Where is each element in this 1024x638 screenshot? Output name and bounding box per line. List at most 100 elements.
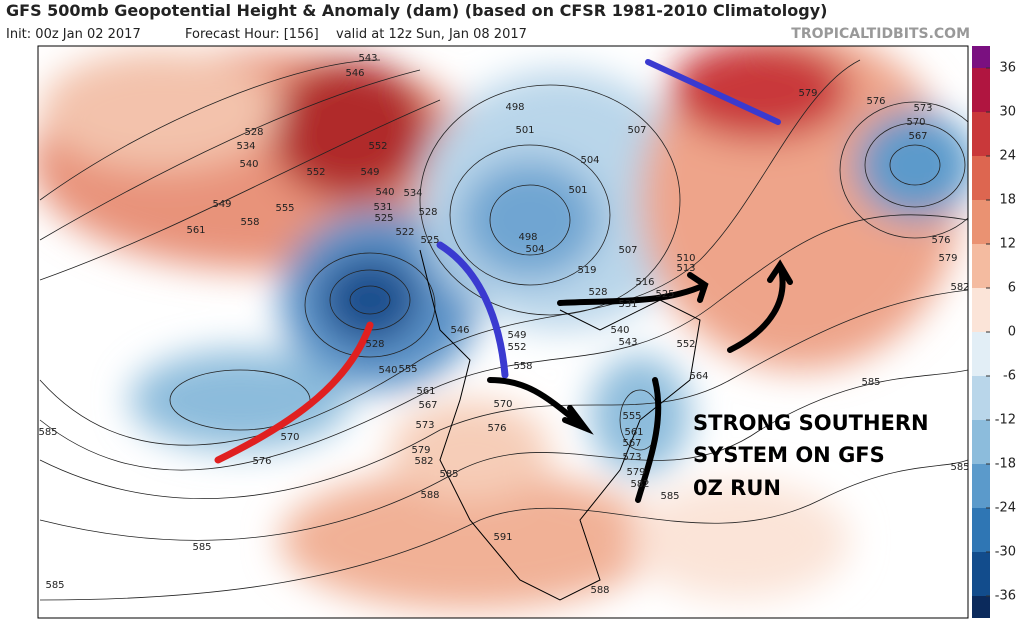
- colorbar-tick-label: 36: [999, 61, 1016, 76]
- contour-label: 573: [622, 452, 641, 463]
- contour-label: 531: [618, 299, 637, 310]
- colorbar-tick-label: 30: [999, 105, 1016, 120]
- contour-label: 546: [345, 68, 364, 79]
- contour-label: 528: [365, 339, 384, 350]
- colorbar-tick-label: 12: [999, 237, 1016, 252]
- blue-ridge-marker: [645, 59, 781, 125]
- annotation-line: SYSTEM ON GFS: [693, 443, 885, 467]
- contour-label: 540: [378, 365, 397, 376]
- colorbar-tick-label: -24: [995, 501, 1016, 516]
- contour-label: 522: [395, 227, 414, 238]
- contour-label: 549: [212, 199, 231, 210]
- contour-label: 501: [515, 125, 534, 136]
- colorbar-tick-label: -18: [995, 457, 1016, 472]
- colorbar-tick-label: -36: [995, 589, 1016, 604]
- valid-time: valid at 12z Sun, Jan 08 2017: [336, 27, 527, 42]
- contour-label: 555: [622, 411, 641, 422]
- colorbar-bin: [972, 420, 990, 464]
- map-frame: [37, 45, 969, 619]
- contour-label: 555: [398, 364, 417, 375]
- contour-label: 504: [580, 155, 599, 166]
- colorbar: 36 30 24 18 12 6 0 -6 -12 -18 -24 -30 -36: [972, 46, 1016, 618]
- contour-label: 504: [525, 244, 544, 255]
- contour-label: 540: [239, 159, 258, 170]
- contour-label: 555: [275, 203, 294, 214]
- contour-label: 576: [931, 235, 950, 246]
- contour-label: 528: [588, 287, 607, 298]
- contour-label: 561: [416, 386, 435, 397]
- contour-label: 579: [938, 253, 957, 264]
- contour-label: 567: [622, 438, 641, 449]
- contour-label: 552: [306, 167, 325, 178]
- contour-label: 567: [418, 400, 437, 411]
- title: GFS 500mb Geopotential Height & Anomaly …: [6, 1, 827, 20]
- red-trough-marker: [214, 321, 374, 464]
- contour-label: 516: [635, 277, 654, 288]
- contour-label: 552: [507, 342, 526, 353]
- height-contours: [39, 59, 968, 601]
- contour-label: 585: [192, 542, 211, 553]
- contour-label: 564: [689, 371, 708, 382]
- contour-label: 540: [375, 187, 394, 198]
- contour-label: 534: [236, 141, 255, 152]
- colorbar-tick-label: -6: [1003, 369, 1016, 384]
- contour-label: 570: [280, 432, 299, 443]
- contour-label: 570: [493, 399, 512, 410]
- colorbar-bin: [972, 112, 990, 156]
- contour-label: 585: [439, 469, 458, 480]
- contour-label: 585: [861, 377, 880, 388]
- colorbar-bin: [972, 156, 990, 200]
- contour-label: 582: [414, 456, 433, 467]
- motion-arrows: [487, 259, 793, 503]
- contour-label: 579: [626, 467, 645, 478]
- contour-label: 573: [415, 420, 434, 431]
- contour-label: 507: [618, 245, 637, 256]
- contour-label: 498: [505, 102, 524, 113]
- colorbar-bin: [972, 376, 990, 420]
- contour-label: 510: [676, 253, 695, 264]
- contour-label: 498: [518, 232, 537, 243]
- colorbar-bin: [972, 244, 990, 288]
- annotation-line: 0Z RUN: [693, 476, 781, 500]
- colorbar-bin: [972, 552, 990, 596]
- contour-label: 588: [590, 585, 609, 596]
- contour-label: 579: [411, 445, 430, 456]
- contour-label: 588: [420, 490, 439, 501]
- contour-label: 558: [240, 217, 259, 228]
- colorbar-bin: [972, 200, 990, 244]
- contour-label: 543: [358, 53, 377, 64]
- colorbar-bin: [972, 332, 990, 376]
- contour-label: 531: [373, 202, 392, 213]
- contour-label: 576: [252, 456, 271, 467]
- contour-label: 573: [913, 103, 932, 114]
- colorbar-bin: [972, 464, 990, 508]
- contour-label: 549: [507, 330, 526, 341]
- contour-label: 507: [627, 125, 646, 136]
- contour-label: 528: [418, 207, 437, 218]
- colorbar-bin: [972, 68, 990, 112]
- contour-label: 543: [618, 337, 637, 348]
- contour-label: 552: [676, 339, 695, 350]
- colorbar-extension: [972, 46, 990, 68]
- contour-label: 576: [487, 423, 506, 434]
- contour-label: 513: [676, 263, 695, 274]
- contour-label: 561: [624, 427, 643, 438]
- contour-label: 546: [450, 325, 469, 336]
- forecast-hour: Forecast Hour: [156]: [185, 27, 319, 42]
- contour-label: 570: [906, 117, 925, 128]
- contour-label: 525: [374, 213, 393, 224]
- contour-label: 579: [798, 88, 817, 99]
- contour-label: 540: [610, 325, 629, 336]
- contour-label: 558: [513, 361, 532, 372]
- contour-label: 585: [45, 580, 64, 591]
- contour-label: 549: [360, 167, 379, 178]
- contour-label: 585: [660, 491, 679, 502]
- annotation: STRONG SOUTHERN SYSTEM ON GFS 0Z RUN: [693, 411, 929, 500]
- blue-trough-marker: [436, 241, 509, 379]
- colorbar-bin: [972, 288, 990, 332]
- contour-label: 561: [186, 225, 205, 236]
- watermark: TROPICALTIDBITS.COM: [791, 26, 970, 42]
